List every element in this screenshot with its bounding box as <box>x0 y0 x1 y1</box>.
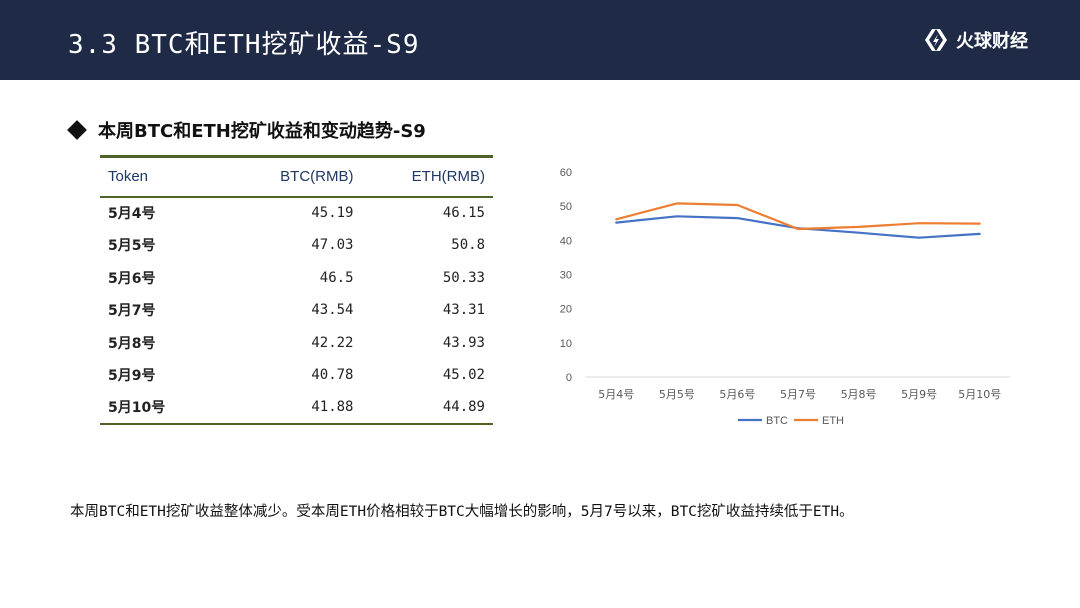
cell-btc: 41.88 <box>311 399 354 416</box>
cell-eth: 43.31 <box>442 302 485 319</box>
cell-date: 5月10号 <box>108 400 166 417</box>
cell-eth: 44.89 <box>442 399 485 416</box>
y-tick-label: 10 <box>560 338 572 350</box>
y-tick-label: 20 <box>560 304 572 316</box>
cell-btc: 47.03 <box>311 237 354 254</box>
cell-eth: 46.15 <box>442 205 485 222</box>
series-line-eth <box>615 202 981 231</box>
header-bar: 3.3 BTC和ETH挖矿收益-S9 火球财经 <box>0 0 1080 80</box>
section-heading-text: 本周BTC和ETH挖矿收益和变动趋势-S9 <box>98 121 426 142</box>
y-tick-label: 30 <box>560 270 572 282</box>
cell-date: 5月8号 <box>108 335 156 352</box>
cell-date: 5月6号 <box>108 270 156 287</box>
table-row: 5月9号 40.78 45.02 <box>100 359 493 392</box>
table-row: 5月5号 47.03 50.8 <box>100 229 493 262</box>
cell-date: 5月5号 <box>108 238 156 255</box>
cell-eth: 45.02 <box>442 367 485 384</box>
diamond-bullet-icon <box>67 120 87 140</box>
x-tick-label: 5月10号 <box>958 388 1001 401</box>
cell-date: 5月9号 <box>108 368 156 385</box>
y-tick-label: 50 <box>560 201 572 213</box>
cell-eth: 50.8 <box>451 237 485 254</box>
x-tick-label: 5月4号 <box>598 388 634 401</box>
logo-text: 火球财经 <box>956 31 1028 52</box>
table-row: 5月6号 46.5 50.33 <box>100 262 493 295</box>
x-tick-label: 5月6号 <box>719 388 755 401</box>
slide-title: 3.3 BTC和ETH挖矿收益-S9 <box>68 30 420 60</box>
cell-btc: 42.22 <box>311 334 354 351</box>
y-tick-label: 0 <box>566 372 572 384</box>
cell-btc: 40.78 <box>311 367 354 384</box>
cell-eth: 50.33 <box>442 269 485 286</box>
table-row: 5月10号 41.88 44.89 <box>100 392 493 424</box>
cell-btc: 45.19 <box>311 205 354 222</box>
column-header-btc: BTC(RMB) <box>280 168 354 186</box>
column-header-token: Token <box>108 168 149 186</box>
y-tick-label: 40 <box>560 235 572 247</box>
cell-date: 5月7号 <box>108 303 156 320</box>
logo: 火球财经 <box>922 26 1028 54</box>
section-heading: 本周BTC和ETH挖矿收益和变动趋势-S9 <box>67 117 426 143</box>
table-header-row: Token BTC(RMB) ETH(RMB) <box>100 156 493 197</box>
cell-eth: 43.93 <box>442 334 485 351</box>
series-line-btc <box>615 215 981 239</box>
table-row: 5月7号 43.54 43.31 <box>100 294 493 327</box>
cell-btc: 43.54 <box>311 302 354 319</box>
x-tick-label: 5月7号 <box>780 388 816 401</box>
y-tick-label: 60 <box>560 167 572 179</box>
table-row: 5月8号 42.22 43.93 <box>100 327 493 360</box>
cell-date: 5月4号 <box>108 206 156 223</box>
summary-text: 本周BTC和ETH挖矿收益整体减少。受本周ETH价格相较于BTC大幅增长的影响，… <box>70 504 854 520</box>
cell-btc: 46.5 <box>319 269 354 286</box>
earnings-table: Token BTC(RMB) ETH(RMB) 5月4号 45.19 46.15… <box>100 155 493 425</box>
x-tick-label: 5月8号 <box>841 388 877 401</box>
legend-label-eth: ETH <box>822 415 844 427</box>
logo-icon <box>925 29 947 51</box>
line-chart: 0 10 20 30 40 50 60 5月4号 5月5号 5月6号 5月7号 5月8号 5月9号 5月1… <box>560 167 1010 427</box>
x-tick-label: 5月9号 <box>901 388 937 401</box>
x-tick-label: 5月5号 <box>659 388 695 401</box>
legend-label-btc: BTC <box>766 415 788 427</box>
column-header-eth: ETH(RMB) <box>411 168 485 186</box>
table-row: 5月4号 45.19 46.15 <box>100 197 493 230</box>
